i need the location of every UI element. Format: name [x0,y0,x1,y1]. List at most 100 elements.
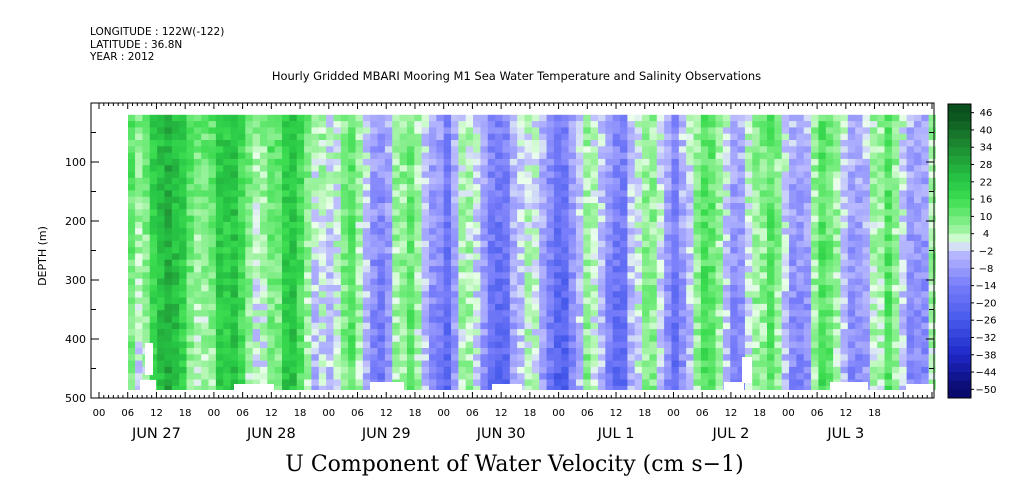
heatmap-cell [634,158,643,166]
heatmap-cell [480,291,489,299]
heatmap-cell [906,165,915,173]
heatmap-cell [737,165,746,173]
heatmap-cell [304,127,313,135]
heatmap-cell [355,190,364,198]
heatmap-cell [230,152,239,160]
heatmap-cell [230,247,239,255]
heatmap-cell [208,272,217,280]
heatmap-cell [157,278,166,286]
heatmap-cell [414,215,423,223]
heatmap-cell [311,228,320,236]
heatmap-cell [531,158,540,166]
heatmap-cell [634,297,643,305]
heatmap-cell [480,121,489,128]
heatmap-cell [620,234,628,242]
heatmap-cell [840,190,849,198]
heatmap-cell [230,303,239,311]
heatmap-cell [333,335,342,343]
heatmap-cell [840,329,849,336]
heatmap-cell [568,341,577,349]
heatmap-cell [884,221,893,229]
heatmap-cell [193,177,202,185]
heatmap-cell [428,291,437,299]
heatmap-cell [649,373,658,381]
heatmap-cell [128,347,136,355]
heatmap-cell [752,171,761,179]
heatmap-cell [789,133,797,141]
heatmap-cell [223,190,232,198]
heatmap-cell [744,171,753,179]
heatmap-cell [620,196,628,204]
heatmap-cell [304,152,313,160]
heatmap-cell [568,171,577,179]
heatmap-cell [767,373,775,381]
heatmap-cell [362,341,371,349]
heatmap-cell [399,215,408,223]
heatmap-cell [428,366,437,374]
heatmap-cell [811,347,820,355]
heatmap-cell [267,221,276,229]
heatmap-cell [583,303,592,311]
heatmap-cell [700,221,709,229]
heatmap-cell [524,140,533,147]
heatmap-cell [208,196,217,204]
heatmap-cell [480,171,489,179]
heatmap-cell [149,184,158,192]
heatmap-cell [715,121,724,128]
heatmap-cell [627,329,636,336]
heatmap-cell [605,184,614,192]
heatmap-cell [789,184,797,192]
heatmap-cell [473,385,482,390]
heatmap-cell [539,165,548,173]
heatmap-cell [722,177,731,185]
heatmap-cell [553,234,562,242]
heatmap-cell [318,158,327,166]
heatmap-cell [311,152,320,160]
heatmap-cell [737,316,746,324]
heatmap-cell [730,259,739,267]
heatmap-cell [171,203,180,210]
heatmap-cell [678,278,687,286]
heatmap-cell [597,209,606,217]
heatmap-cell [399,240,408,248]
heatmap-cell [649,240,658,248]
heatmap-cell [135,272,144,280]
heatmap-cell [921,366,930,374]
heatmap-cell [326,165,335,173]
heatmap-cell [164,322,173,330]
heatmap-cell [678,221,687,229]
heatmap-cell [223,127,232,135]
heatmap-cell [597,379,606,387]
heatmap-cell [774,284,783,292]
heatmap-cell [700,177,709,185]
heatmap-cell [928,152,936,160]
heatmap-cell [223,385,232,390]
heatmap-cell [847,247,856,255]
heatmap-cell [473,196,482,204]
heatmap-cell [825,354,834,362]
heatmap-cell [421,228,430,236]
heatmap-cell [223,165,232,173]
heatmap-cell [245,234,254,242]
heatmap-cell [884,335,893,343]
heatmap-cell [135,297,144,305]
heatmap-cell [891,228,900,236]
heatmap-cell [274,379,283,387]
heatmap-cell [686,322,695,330]
heatmap-cell [267,215,276,223]
heatmap-cell [811,341,820,349]
heatmap-cell [259,366,268,374]
heatmap-cell [223,278,232,286]
heatmap-cell [664,253,673,261]
heatmap-cell [833,203,842,210]
heatmap-cell [128,259,136,267]
heatmap-cell [928,146,936,154]
heatmap-cell [517,165,526,173]
heatmap-cell [149,177,158,185]
heatmap-cell [656,366,665,374]
heatmap-cell [612,196,621,204]
heatmap-cell [465,360,474,368]
heatmap-cell [443,329,452,336]
year-label: YEAR : 2012 [90,51,155,63]
heatmap-cell [473,316,482,324]
